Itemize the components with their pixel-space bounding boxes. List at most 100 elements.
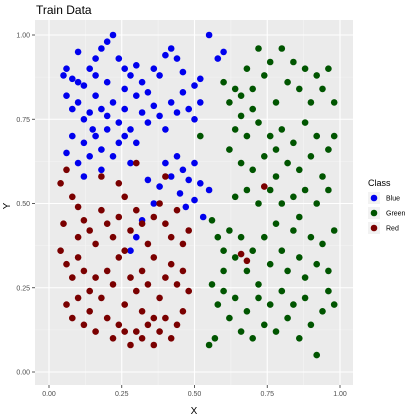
point-blue (74, 78, 82, 86)
point-blue (98, 45, 105, 52)
y-tick-label: 0.25 (16, 285, 30, 292)
x-tick-label: 0.50 (188, 391, 202, 398)
point-red (121, 193, 128, 201)
point-green (266, 132, 274, 140)
point-green (272, 220, 280, 227)
point-red (115, 321, 123, 329)
legend-swatch-red (370, 224, 378, 232)
point-green (226, 227, 233, 234)
point-blue (133, 139, 140, 147)
point-red (109, 233, 117, 241)
legend-label-green: Green (386, 211, 406, 218)
point-blue (80, 173, 88, 180)
point-green (278, 126, 286, 133)
point-green (330, 301, 338, 308)
point-red (133, 206, 140, 214)
point-blue (199, 213, 207, 221)
point-green (231, 193, 239, 201)
point-blue (98, 166, 105, 174)
y-axis-ticks: 0.00 0.25 0.50 0.75 1.00 (16, 33, 35, 377)
point-blue (92, 132, 99, 140)
point-green (249, 166, 256, 174)
point-blue (80, 82, 88, 89)
point-green (249, 105, 256, 113)
point-green (237, 92, 245, 99)
point-red (138, 220, 146, 227)
point-green (272, 146, 280, 153)
point-red (162, 220, 169, 227)
point-red (98, 206, 105, 214)
point-green (255, 200, 262, 207)
point-green (226, 99, 233, 106)
point-blue (138, 109, 146, 116)
point-blue (156, 112, 163, 120)
point-blue (176, 190, 184, 197)
point-green (278, 45, 286, 52)
point-blue (133, 92, 140, 99)
point-green (249, 247, 256, 254)
point-green (220, 247, 227, 254)
point-green (261, 72, 268, 79)
point-green (237, 112, 245, 120)
x-axis-label: X (191, 406, 198, 417)
point-red (63, 301, 70, 308)
legend-label-blue: Blue (386, 196, 400, 203)
point-blue (69, 132, 76, 140)
point-blue (109, 31, 117, 39)
point-green (249, 85, 256, 93)
point-blue (98, 146, 105, 153)
point-green (301, 65, 309, 72)
point-green (237, 328, 245, 335)
point-green (220, 267, 227, 275)
point-red (156, 294, 163, 302)
point-red (57, 247, 64, 254)
point-green (255, 119, 262, 126)
point-blue (173, 109, 181, 116)
point-red (185, 287, 192, 295)
point-blue (103, 38, 111, 45)
point-green (301, 294, 309, 302)
point-red (74, 254, 82, 261)
point-red (138, 308, 146, 315)
legend-items: Blue Green Red (368, 192, 406, 234)
point-green (205, 341, 213, 349)
point-red (121, 301, 128, 308)
point-blue (69, 105, 76, 113)
y-tick-label: 0.50 (16, 201, 30, 208)
point-blue (121, 105, 128, 113)
point-green (301, 274, 309, 281)
point-blue (162, 126, 169, 133)
point-red (69, 314, 76, 322)
point-green (278, 247, 286, 254)
point-green (231, 294, 239, 302)
point-red (103, 220, 111, 227)
point-green (214, 233, 222, 241)
point-red (115, 180, 123, 187)
point-blue (121, 65, 128, 72)
point-red (162, 274, 169, 281)
point-green (290, 139, 297, 147)
x-tick-label: 0.25 (115, 391, 129, 398)
point-blue (191, 159, 198, 167)
point-red (162, 314, 169, 322)
point-green (296, 254, 303, 261)
point-green (290, 193, 297, 201)
point-green (301, 186, 309, 194)
point-red (162, 173, 169, 180)
point-blue (109, 153, 117, 160)
point-red (80, 217, 88, 224)
point-blue (162, 159, 169, 167)
point-red (80, 267, 88, 275)
point-red (74, 203, 82, 211)
point-blue (167, 173, 175, 180)
point-green (243, 308, 251, 315)
point-green (272, 173, 280, 180)
point-blue (214, 55, 222, 62)
point-red (92, 240, 99, 248)
point-blue (150, 200, 158, 207)
point-red (60, 220, 67, 227)
point-green (319, 85, 326, 93)
point-blue (98, 105, 105, 113)
point-green (266, 301, 274, 308)
point-green (243, 65, 251, 72)
